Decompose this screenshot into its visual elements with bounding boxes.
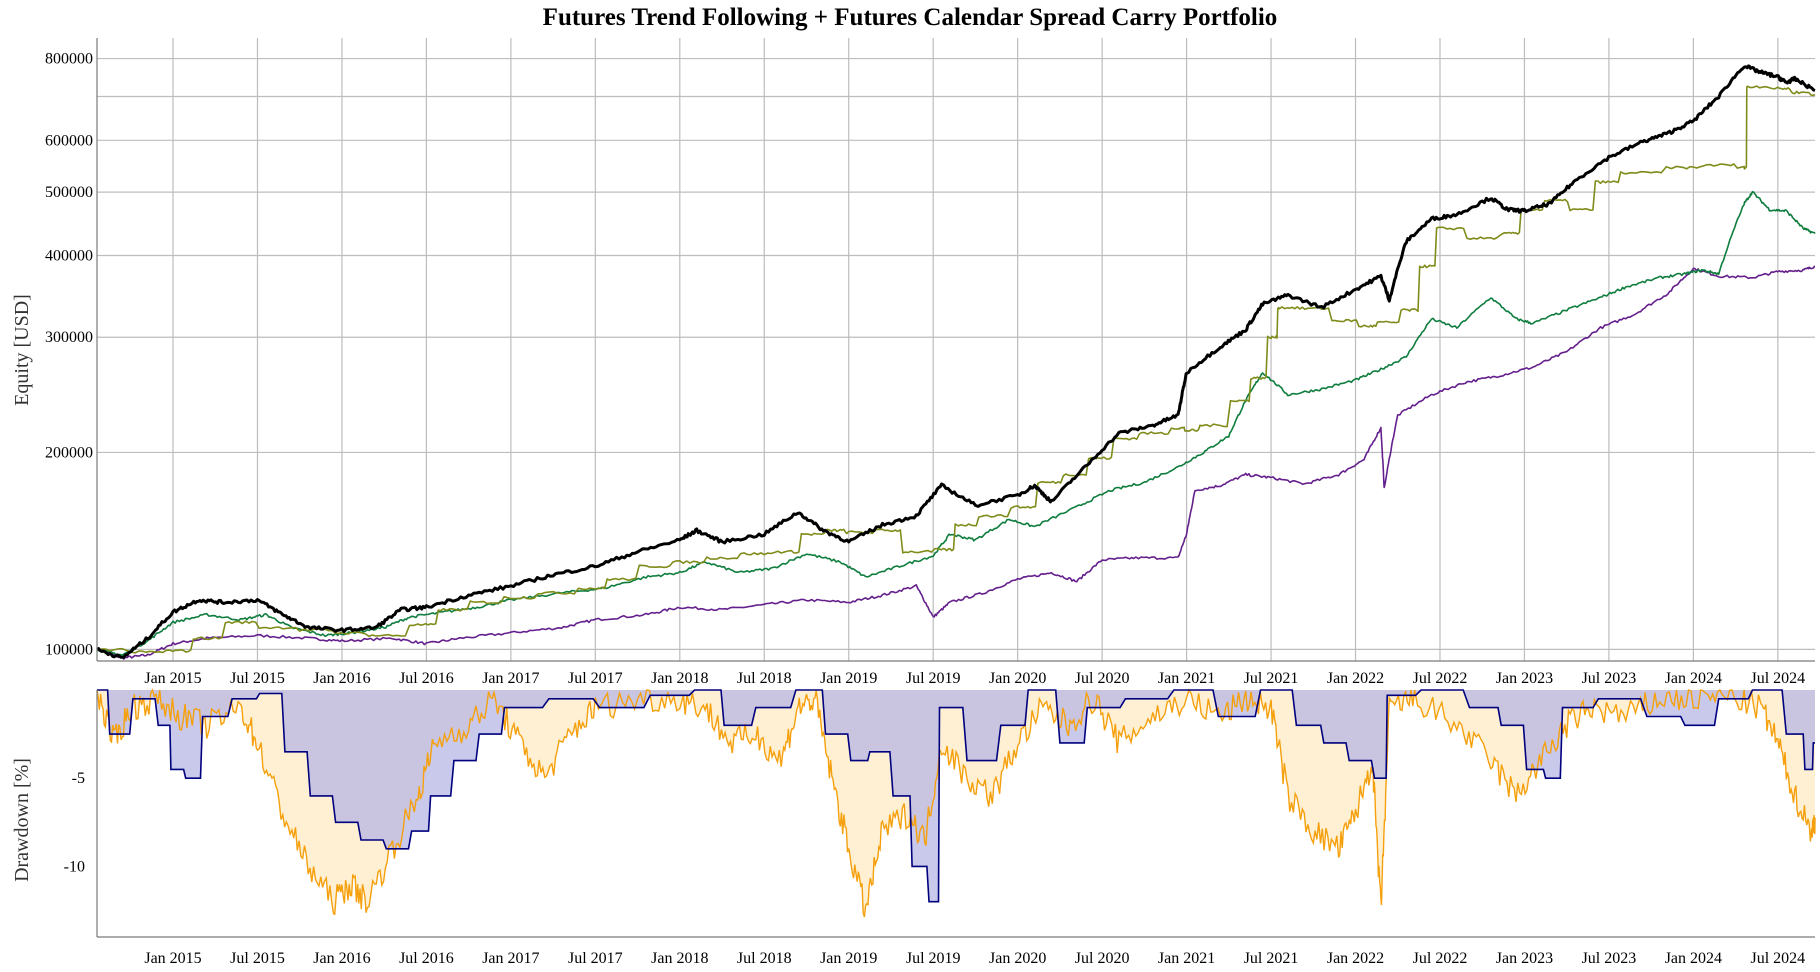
drawdown-x-tick-label: Jan 2018 bbox=[651, 950, 708, 967]
drawdown-x-tick-label: Jul 2015 bbox=[230, 950, 285, 967]
equity-x-tick-label: Jan 2020 bbox=[989, 670, 1046, 687]
equity-x-tick-label: Jul 2020 bbox=[1075, 670, 1130, 687]
drawdown-lines bbox=[96, 688, 1816, 918]
drawdown-y-tick-label: -5 bbox=[72, 770, 85, 787]
equity-x-tick-label: Jan 2024 bbox=[1665, 670, 1722, 687]
equity-x-tick-label: Jan 2019 bbox=[820, 670, 877, 687]
drawdown-y-tick-label: -10 bbox=[64, 858, 85, 875]
equity-y-tick-label: 500000 bbox=[45, 184, 93, 201]
equity-x-tick-label: Jul 2018 bbox=[737, 670, 792, 687]
equity-y-axis-label: Equity [USD] bbox=[11, 294, 33, 406]
drawdown-x-tick-label: Jul 2020 bbox=[1075, 950, 1130, 967]
drawdown-y-axis-label: Drawdown [%] bbox=[11, 758, 33, 882]
drawdown-x-tick-label: Jan 2020 bbox=[989, 950, 1046, 967]
equity-x-tick-label: Jul 2023 bbox=[1582, 670, 1637, 687]
equity-y-tick-label: 200000 bbox=[45, 444, 93, 461]
equity-x-tick-label: Jul 2019 bbox=[906, 670, 961, 687]
equity-x-tick-label: Jan 2022 bbox=[1327, 670, 1384, 687]
drawdown-x-tick-label: Jul 2023 bbox=[1582, 950, 1637, 967]
equity-x-tick-label: Jan 2015 bbox=[144, 670, 201, 687]
equity-x-tick-label: Jul 2022 bbox=[1413, 670, 1468, 687]
drawdown-x-tick-label: Jan 2024 bbox=[1665, 950, 1722, 967]
equity-plot-area bbox=[97, 38, 1815, 661]
equity-x-tick-label: Jan 2016 bbox=[313, 670, 370, 687]
equity-grid bbox=[97, 38, 1815, 661]
equity-y-tick-label: 400000 bbox=[45, 247, 93, 264]
equity-x-tick-label: Jul 2021 bbox=[1244, 670, 1299, 687]
equity-series-line bbox=[96, 64, 1816, 659]
equity-y-tick-label: 800000 bbox=[45, 51, 93, 68]
drawdown-x-tick-label: Jan 2016 bbox=[313, 950, 370, 967]
drawdown-x-tick-label: Jul 2022 bbox=[1413, 950, 1468, 967]
drawdown-x-tick-label: Jul 2019 bbox=[906, 950, 961, 967]
drawdown-x-tick-label: Jan 2022 bbox=[1327, 950, 1384, 967]
equity-x-tick-labels: Jan 2015 Jul 2015 Jan 2016 Jul 2016 Jan 2017… bbox=[144, 670, 1805, 687]
drawdown-area-fill bbox=[97, 690, 1815, 902]
equity-x-tick-label: Jan 2023 bbox=[1496, 670, 1553, 687]
drawdown-panel: Jan 2015 Jul 2015 Jan 2016 Jul 2016 Jan 2017… bbox=[11, 688, 1816, 967]
equity-y-tick-label: 100000 bbox=[45, 641, 93, 658]
equity-panel: Jan 2015 Jul 2015 Jan 2016 Jul 2016 Jan 2017… bbox=[11, 38, 1816, 687]
equity-series-group bbox=[96, 64, 1816, 660]
equity-series-line bbox=[96, 265, 1816, 660]
drawdown-x-tick-label: Jul 2024 bbox=[1750, 950, 1805, 967]
drawdown-x-tick-labels: Jan 2015 Jul 2015 Jan 2016 Jul 2016 Jan 2017… bbox=[144, 950, 1805, 967]
drawdown-series-line bbox=[97, 689, 1815, 903]
drawdown-x-tick-label: Jul 2017 bbox=[568, 950, 623, 967]
drawdown-x-tick-label: Jan 2021 bbox=[1158, 950, 1215, 967]
drawdown-x-tick-label: Jan 2019 bbox=[820, 950, 877, 967]
equity-x-tick-label: Jul 2015 bbox=[230, 670, 285, 687]
drawdown-y-tick-labels: -5 -10 bbox=[64, 770, 85, 875]
equity-x-tick-label: Jul 2017 bbox=[568, 670, 623, 687]
drawdown-x-tick-label: Jan 2015 bbox=[144, 950, 201, 967]
equity-x-tick-label: Jul 2016 bbox=[399, 670, 454, 687]
drawdown-series-line bbox=[96, 688, 1816, 918]
drawdown-x-tick-label: Jan 2017 bbox=[482, 950, 539, 967]
drawdown-x-tick-label: Jul 2021 bbox=[1244, 950, 1299, 967]
equity-x-tick-label: Jan 2018 bbox=[651, 670, 708, 687]
drawdown-x-tick-label: Jul 2018 bbox=[737, 950, 792, 967]
equity-series-line bbox=[96, 190, 1816, 656]
equity-series-line bbox=[96, 85, 1816, 654]
equity-y-tick-label: 300000 bbox=[45, 329, 93, 346]
equity-y-tick-label: 600000 bbox=[45, 132, 93, 149]
drawdown-fills bbox=[97, 690, 1815, 918]
equity-x-tick-label: Jan 2017 bbox=[482, 670, 539, 687]
drawdown-x-tick-label: Jul 2016 bbox=[399, 950, 454, 967]
drawdown-x-tick-label: Jan 2023 bbox=[1496, 950, 1553, 967]
equity-y-tick-labels: 100000 200000 300000 400000 500000 600000 8000… bbox=[45, 51, 93, 659]
equity-x-tick-label: Jan 2021 bbox=[1158, 670, 1215, 687]
equity-x-tick-label: Jul 2024 bbox=[1750, 670, 1805, 687]
chart-title: Futures Trend Following + Futures Calend… bbox=[543, 4, 1278, 31]
